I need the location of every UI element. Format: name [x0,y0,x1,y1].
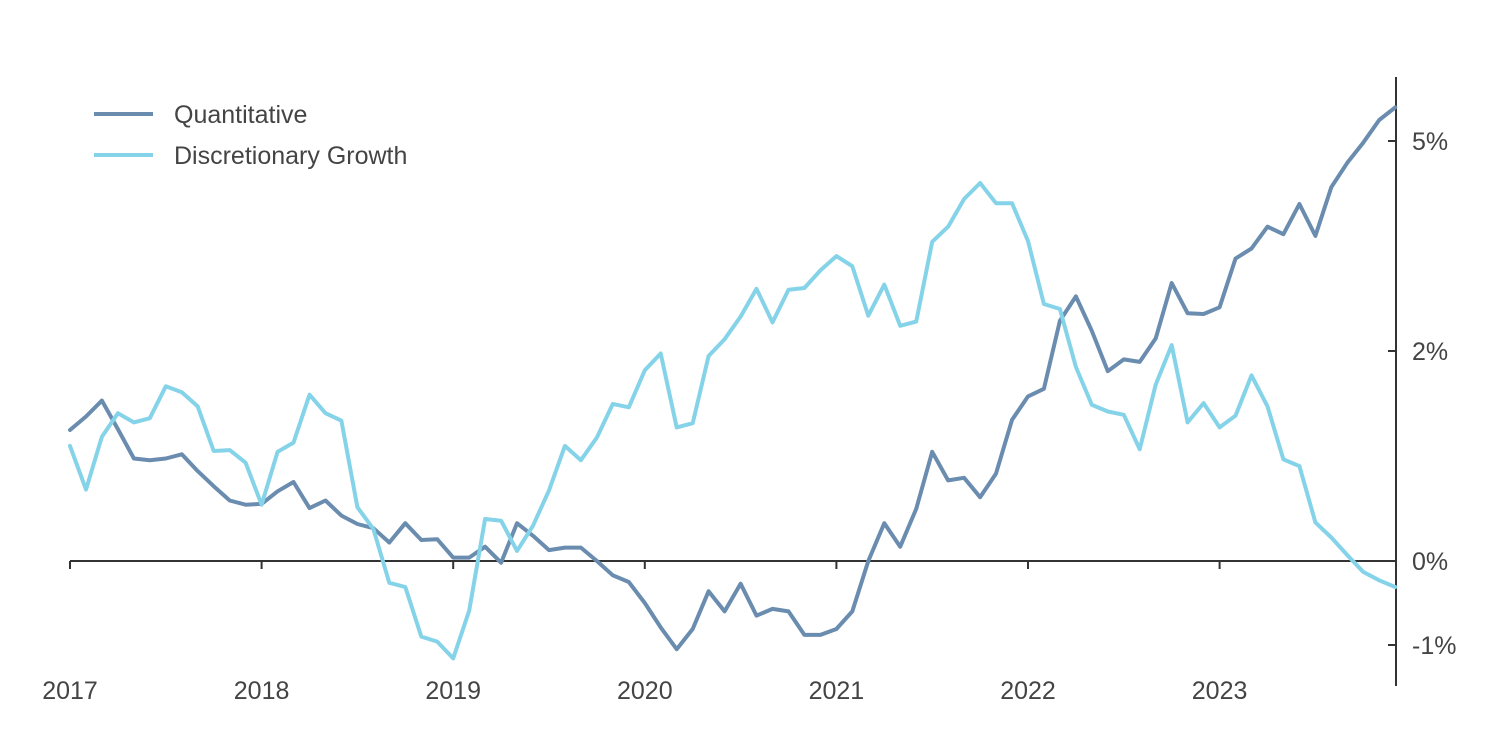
series-layer [68,105,1398,661]
y-tick-label-0: 5% [1412,128,1448,156]
x-tick-label-2019: 2019 [425,677,481,705]
x-tick-label-2017: 2017 [42,677,98,705]
y-tick-label-3: -1% [1412,632,1456,660]
x-tick-label-2022: 2022 [1000,677,1056,705]
x-tick-label-2023: 2023 [1192,677,1248,705]
axes: 2017 2018 2019 2020 2021 2022 2023 5% 2% 0% -1% [42,77,1456,705]
series-line-quantitative [68,105,1398,652]
x-tick-label-2020: 2020 [617,677,673,705]
x-tick-label-2018: 2018 [234,677,290,705]
series-line-discretionary-growth [68,181,1398,661]
y-tick-label-1: 2% [1412,338,1448,366]
legend-label-quantitative: Quantitative [174,101,307,129]
x-tick-label-2021: 2021 [809,677,865,705]
y-tick-label-2: 0% [1412,548,1448,576]
legend: Quantitative Discretionary Growth [94,101,407,170]
legend-label-discretionary-growth: Discretionary Growth [174,142,407,170]
